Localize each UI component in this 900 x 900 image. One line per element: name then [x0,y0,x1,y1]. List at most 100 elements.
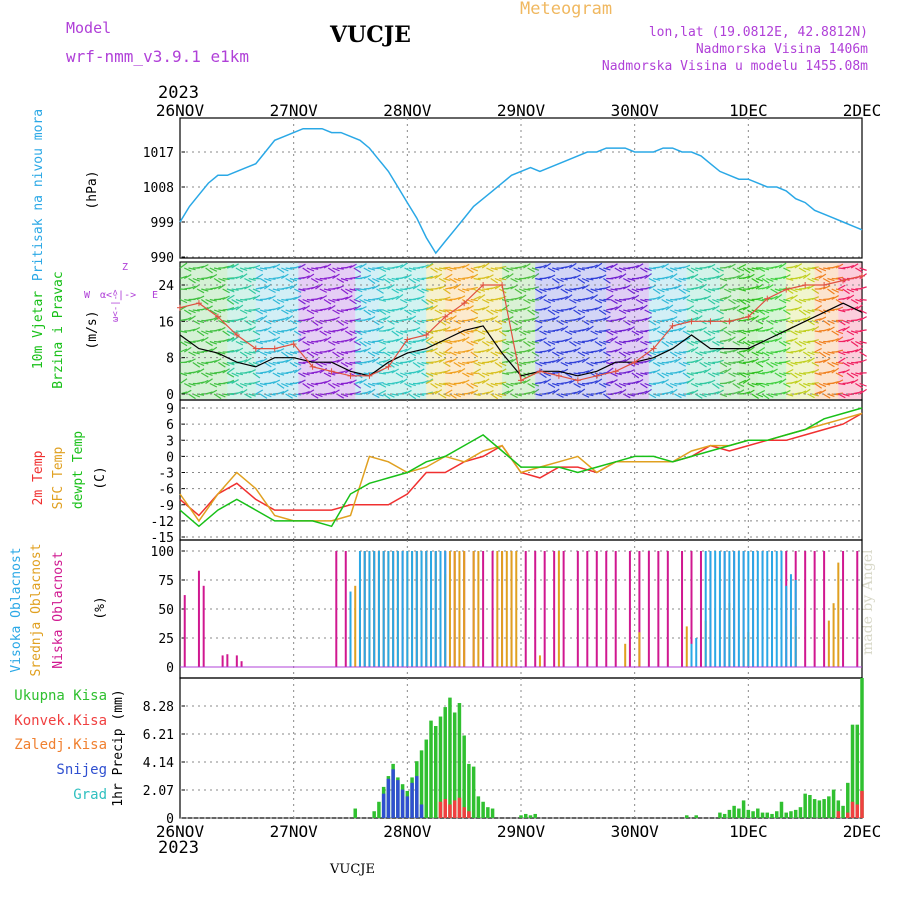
wind-barb [336,328,344,332]
wind-barb [399,298,408,304]
wind-barb [747,372,755,375]
bar-ukupna-kisa [722,813,727,818]
precip-legend-3: Snijeg [56,762,107,778]
wind-barb [514,296,523,301]
wind-barb [222,330,230,337]
wind-barb [723,338,732,343]
wind-barb [794,263,803,269]
wind-barb [755,339,763,343]
wind-barb [482,288,490,291]
y-tick-label-temperature: 0 [166,450,174,465]
bar-niska-oblacnost [628,551,631,667]
wind-barb [859,316,867,322]
bar-ukupna-kisa [377,801,381,818]
wind-barb [640,390,648,395]
wind-barb [527,309,535,316]
wind-barb [327,340,336,346]
wind-barb [755,369,764,374]
wind-barb [603,328,611,332]
wind-barb [353,383,362,389]
wind-barb [823,382,831,386]
bar-visoka-oblacnost [444,551,447,667]
wind-barb [736,329,745,332]
wind-barb [573,298,581,303]
wind-barb [518,337,527,343]
wind-barb [842,319,850,324]
wind-barb [539,294,547,300]
wind-barb [387,309,395,312]
wind-barb [835,349,844,353]
wind-barb [490,267,498,271]
wind-barb [319,295,328,301]
wind-barb [376,277,384,281]
wind-barb [822,357,831,364]
wind-barb [682,288,691,293]
wind-barb [594,305,603,311]
wind-barb [179,330,188,334]
wind-barb [707,372,716,378]
wind-barb [391,295,399,301]
wind-barb [614,298,622,303]
wind-barb [723,288,732,293]
wind-barb [340,296,349,301]
wind-barb [421,299,429,305]
wind-barb [644,298,652,301]
wind-barb [367,351,376,357]
bar-ukupna-kisa [732,805,736,818]
wind-barb [430,372,438,376]
wind-barb [732,298,740,303]
wind-barb [690,359,699,364]
wind-barb [798,372,807,376]
bar-visoka-oblacnost [420,551,423,667]
wind-barb [690,273,699,280]
bar-niska-oblacnost [543,551,546,667]
wind-barb [822,328,831,332]
bar-niska-oblacnost [183,595,186,667]
wind-barb [408,315,417,322]
wind-barb [285,351,293,356]
x-tick-label-top: 2DEC [843,101,882,120]
wind-barb [179,262,188,269]
wind-barb [425,336,434,342]
wind-barb [716,346,724,353]
bar-snijeg [386,778,391,818]
wind-barb [712,298,720,304]
station-title: VUCJE [330,22,411,48]
wind-barb [412,351,421,355]
wind-barb [285,315,293,321]
wind-barb [835,379,844,385]
bar-ukupna-kisa [443,707,447,818]
wind-barb [264,296,272,301]
wind-barb [648,357,657,364]
wind-barb [695,382,703,386]
wind-barb [674,327,682,332]
wind-barb [778,298,787,304]
wind-sublabel: Brzina i Pravac [51,271,66,388]
bar-snijeg [405,796,410,818]
wind-barb [255,382,264,388]
wind-barb [556,382,564,385]
wind-barb [719,283,728,290]
wind-barb [319,338,327,343]
bar-visoka-oblacnost [377,551,380,667]
wind-barb [665,267,674,273]
wind-barb [594,340,603,347]
direction-label-north: Z [122,262,128,273]
wind-barb [430,275,438,280]
wind-barb [255,316,264,322]
wind-barb [272,263,281,269]
wind-barb [315,277,323,282]
wind-barb [395,379,404,385]
wind-barb [699,277,707,282]
wind-barb [568,262,577,269]
wind-barb [327,305,336,311]
wind-barb [218,369,226,374]
bar-niska-oblacnost [690,551,693,667]
wind-barb [466,348,474,353]
wind-barb [742,378,751,384]
wind-barb [349,336,357,343]
wind-barb [761,267,770,271]
wind-barb [738,372,747,378]
bar-niska-oblacnost [335,551,338,667]
bar-ukupna-kisa [860,678,864,818]
